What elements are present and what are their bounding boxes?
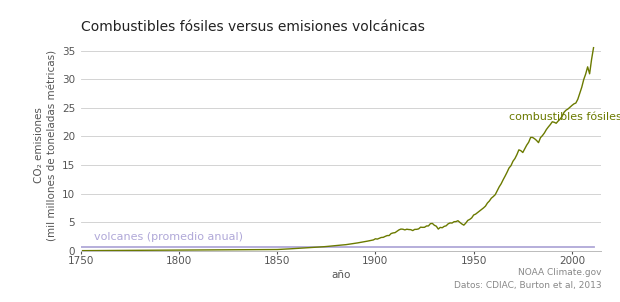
Text: combustibles fósiles: combustibles fósiles	[509, 112, 620, 122]
Text: NOAA Climate.gov
Datos: CDIAC, Burton et al, 2013: NOAA Climate.gov Datos: CDIAC, Burton et…	[454, 268, 601, 290]
Text: Combustibles fósiles versus emisiones volcánicas: Combustibles fósiles versus emisiones vo…	[81, 20, 425, 34]
X-axis label: año: año	[331, 270, 351, 280]
Text: volcanes (promedio anual): volcanes (promedio anual)	[94, 232, 244, 242]
Y-axis label: CO₂ emisiones
(mil millones de toneladas métricas): CO₂ emisiones (mil millones de toneladas…	[33, 50, 58, 240]
